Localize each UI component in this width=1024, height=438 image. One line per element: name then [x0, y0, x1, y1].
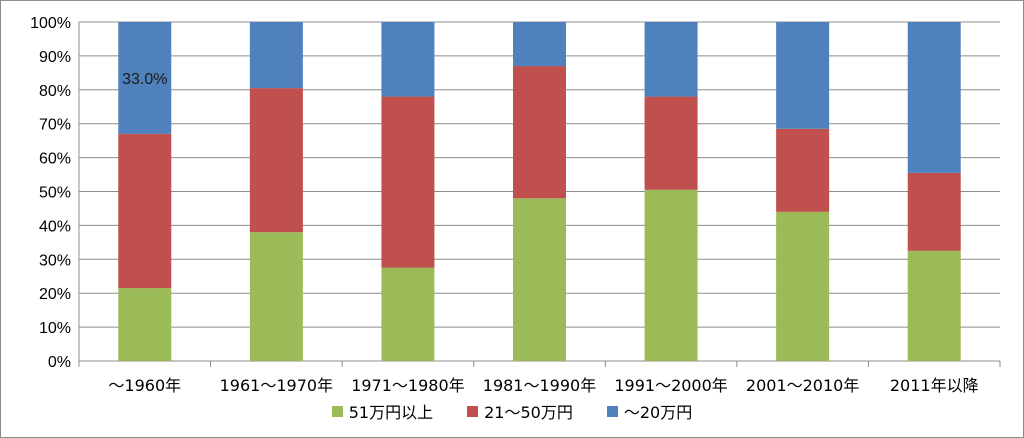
- legend-item: 21～50万円: [467, 399, 573, 423]
- y-tick-label: 40%: [39, 218, 71, 235]
- legend-label: ～20万円: [623, 403, 693, 422]
- y-tick-label: 30%: [39, 252, 71, 269]
- legend-item: ～20万円: [606, 399, 693, 423]
- bar-segment: [118, 22, 172, 134]
- y-tick-label: 60%: [39, 151, 71, 168]
- legend-swatch: [467, 405, 479, 417]
- x-category-label: 2011年以降: [890, 376, 979, 395]
- y-tick-label: 100%: [30, 15, 71, 32]
- x-axis-category-labels: ～1960年 1961～1970年 1971～1980年 1981～1990年 1991…: [108, 376, 978, 395]
- y-axis-tick-labels: 0% 10% 20% 30% 40% 50% 60% 70% 80% 90% 100%: [30, 15, 71, 371]
- bar-segment: [907, 250, 961, 361]
- bar-segment: [118, 288, 172, 361]
- x-category-label: 1961～1970年: [220, 376, 333, 395]
- legend-item: 51万円以上: [331, 399, 434, 423]
- bars: [118, 22, 961, 361]
- x-category-label: 1991～2000年: [614, 376, 727, 395]
- legend-swatch: [606, 405, 618, 417]
- bar-segment: [118, 133, 172, 289]
- bar-segment: [249, 22, 303, 89]
- data-label: 33.0%: [122, 71, 167, 88]
- x-category-label: 1981～1990年: [483, 376, 596, 395]
- bar-segment: [907, 172, 961, 251]
- stacked-bar-chart: 0%10%20%30%40%50%60%70%80%90%100% 33.0% …: [30, 15, 1001, 395]
- bar-segment: [776, 22, 830, 129]
- bar-segment: [381, 22, 435, 97]
- bar-segment: [907, 22, 961, 173]
- bar-segment: [644, 96, 698, 190]
- bar-segment: [513, 66, 566, 199]
- y-tick-label: 80%: [39, 83, 71, 100]
- y-tick-label: 10%: [39, 320, 71, 337]
- y-tick-label: 70%: [39, 117, 71, 134]
- y-tick-label: 0%: [48, 354, 71, 371]
- bar-segment: [644, 189, 698, 361]
- y-tick-label: 20%: [39, 286, 71, 303]
- bar-segment: [381, 96, 435, 268]
- x-category-label: 2001～2010年: [746, 376, 859, 395]
- y-tick-label: 50%: [39, 185, 71, 202]
- bar-segment: [513, 22, 566, 67]
- bar-segment: [644, 22, 698, 97]
- bar-segment: [776, 211, 830, 361]
- legend-label: 51万円以上: [348, 403, 434, 422]
- legend-label: 21～50万円: [484, 403, 573, 422]
- bar-segment: [249, 88, 303, 233]
- x-category-label: ～1960年: [108, 376, 181, 395]
- legend: 51万円以上 21～50万円 ～20万円: [0, 398, 1024, 424]
- bar-segment: [776, 128, 830, 212]
- bar-segment: [249, 232, 303, 361]
- data-labels: 33.0%: [122, 71, 167, 88]
- bar-segment: [513, 198, 566, 361]
- x-category-label: 1971～1980年: [351, 376, 464, 395]
- bar-segment: [381, 267, 435, 361]
- y-tick-label: 90%: [39, 49, 71, 66]
- legend-swatch: [331, 405, 343, 417]
